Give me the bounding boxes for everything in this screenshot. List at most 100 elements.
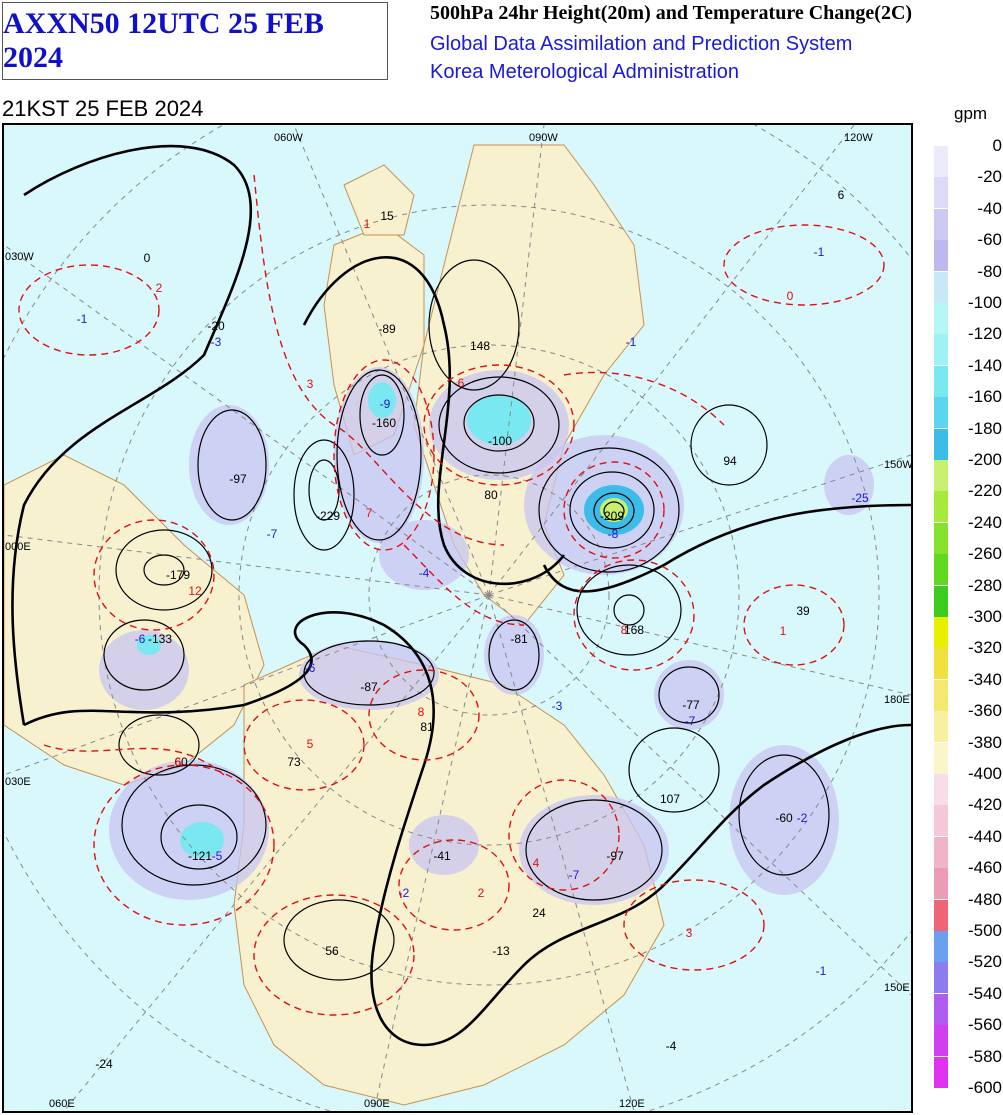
meridian	[4, 594, 490, 776]
height-value: -89	[378, 322, 396, 336]
meridian	[488, 594, 911, 696]
temp-contour	[723, 224, 885, 306]
legend-label: -340	[967, 669, 1002, 689]
legend-label: -560	[967, 1015, 1002, 1035]
height-value: -160	[372, 416, 396, 430]
legend-label: -240	[967, 512, 1002, 532]
height-contour	[303, 640, 435, 706]
fall-area	[299, 640, 439, 710]
product-code: AXXN50 12UTC 25 FEB 2024	[3, 7, 324, 74]
legend-swatch	[934, 397, 948, 429]
latitude-circle	[238, 344, 740, 846]
height-value: 60	[174, 755, 188, 769]
temp-value: 2	[156, 281, 163, 295]
lon-label-bottom: 060E	[49, 1098, 75, 1110]
height-value: -100	[488, 434, 512, 448]
legend-label: -40	[977, 198, 1002, 218]
height-contour	[293, 439, 355, 551]
height-value: 168	[624, 623, 644, 637]
land-asia	[233, 644, 665, 1106]
temp-contour	[398, 839, 510, 931]
legend-label: -140	[967, 355, 1002, 375]
temp-value: 4	[533, 856, 540, 870]
height-value: 148	[470, 339, 490, 353]
strong-fall-area	[467, 395, 531, 445]
lon-label-top: 060W	[274, 132, 303, 144]
temp-value: 6	[458, 376, 465, 390]
height-contour	[103, 619, 185, 691]
lon-label-left: 000E	[5, 541, 31, 553]
meridian	[488, 454, 911, 596]
height-contour	[118, 714, 200, 776]
legend-swatch	[934, 931, 948, 962]
height-contour	[488, 619, 540, 691]
height-value: -179	[166, 568, 190, 582]
height-contour	[613, 594, 645, 626]
legend-label: -480	[967, 889, 1002, 909]
temp-contour	[253, 894, 415, 1016]
legend-swatch	[934, 1056, 948, 1088]
temp-value: -2	[797, 811, 808, 825]
temp-value: 0	[787, 289, 794, 303]
height-change-values: 15 6 0 -20 -89 148 -160 -100 -97 -229 94…	[95, 188, 844, 1071]
legend-swatch	[934, 303, 948, 334]
weather-map: 060W 090W 120W 060E 090E 120E 030W 000E …	[4, 125, 911, 1111]
fall-area	[409, 815, 479, 875]
fall-area	[189, 405, 269, 525]
height-contour	[143, 554, 185, 586]
legend-swatch	[934, 648, 948, 680]
lon-label-right: 180E	[884, 694, 910, 706]
legend-swatch	[934, 240, 948, 272]
meridian	[63, 594, 490, 1111]
temperature-change-values: -1 -3 -1 -1 -9 -7 -4 -8 -25 -6 -6 -3 -7 …	[77, 217, 869, 978]
product-code-box: AXXN50 12UTC 25 FEB 2024	[2, 2, 388, 80]
legend-label: -440	[967, 826, 1002, 846]
latitude-circle	[98, 204, 880, 986]
height-value: -4	[666, 1039, 677, 1053]
height-change-contours	[11, 144, 911, 1047]
temp-contour	[43, 174, 725, 776]
legend-swatch	[934, 679, 948, 711]
height-contour	[658, 666, 720, 724]
legend-swatch	[934, 836, 948, 868]
height-value: 0	[144, 251, 151, 265]
temp-value: -1	[816, 964, 827, 978]
valid-time: 21KST 25 FEB 2024	[2, 96, 204, 121]
legend-swatch	[934, 993, 948, 1025]
legend-label: -420	[967, 795, 1002, 815]
temp-contour	[368, 669, 480, 761]
legend-swatch	[934, 711, 948, 743]
map-panel: 060W 090W 120W 060E 090E 120E 030W 000E …	[2, 123, 913, 1113]
temp-value: 12	[188, 584, 202, 598]
fall-area	[484, 615, 544, 695]
legend-swatch	[934, 585, 948, 617]
height-value: -13	[492, 944, 510, 958]
temp-value: -6	[135, 632, 146, 646]
height-value: 80	[484, 488, 498, 502]
height-contour	[593, 492, 635, 530]
legend-label: -460	[967, 858, 1002, 878]
height-contour	[160, 804, 238, 870]
temp-value: -1	[77, 312, 88, 326]
temp-contour	[508, 779, 620, 891]
legend-swatch	[934, 805, 948, 837]
height-contour	[438, 376, 560, 474]
height-value: 81	[420, 720, 434, 734]
legend-label: -180	[967, 418, 1002, 438]
temp-contour	[623, 879, 765, 971]
height-contour	[603, 501, 625, 521]
legend-swatch	[934, 554, 948, 586]
legend-swatch	[934, 334, 948, 366]
height-contour	[628, 727, 720, 813]
legend-swatch	[934, 146, 948, 177]
legend-label: -220	[967, 481, 1002, 501]
zero-height-contour	[11, 144, 911, 1047]
temp-value: -7	[685, 714, 696, 728]
height-value: 73	[287, 755, 301, 769]
height-contour	[197, 409, 267, 521]
height-value: -229	[316, 509, 340, 523]
height-contour	[359, 374, 405, 456]
legend-swatch	[934, 365, 948, 397]
land-arctic-islands	[343, 164, 415, 236]
legend-label: -60	[977, 230, 1002, 250]
